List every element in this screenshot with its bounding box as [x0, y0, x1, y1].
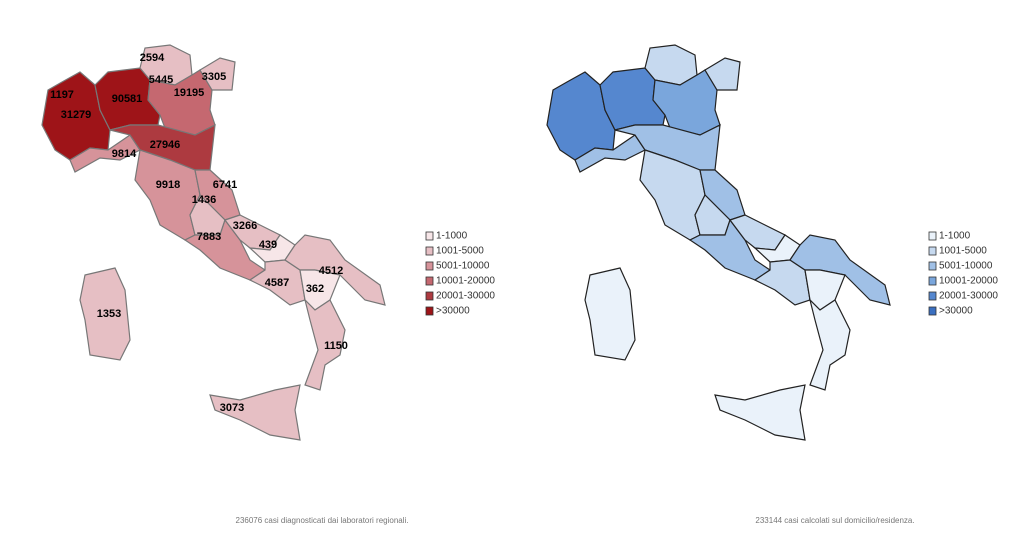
region-label: 2594 — [140, 52, 165, 64]
region — [183, 218, 267, 281]
legend-label: 20001-30000 — [939, 291, 998, 302]
region — [704, 57, 741, 91]
region — [147, 69, 216, 136]
legend-label: >30000 — [939, 306, 973, 317]
region-label: 9814 — [112, 148, 137, 160]
left-map — [41, 44, 386, 441]
legend-swatch — [425, 276, 434, 286]
legend-label: 1-1000 — [939, 231, 971, 242]
region — [584, 267, 636, 361]
region-label: 9918 — [156, 179, 180, 191]
legend-swatch — [928, 261, 937, 271]
region-label: 439 — [259, 239, 277, 251]
region-label: 3266 — [233, 220, 257, 232]
region — [688, 218, 772, 281]
region-label: 4512 — [319, 265, 343, 277]
right-map — [546, 44, 891, 441]
legend-swatch — [425, 261, 434, 271]
legend-label: 5001-10000 — [436, 261, 490, 272]
legend-label: >30000 — [436, 306, 470, 317]
region — [303, 298, 346, 391]
legend-swatch — [425, 246, 434, 256]
legend-swatch — [928, 276, 937, 286]
region-label: 19195 — [174, 87, 205, 99]
region-label: 3305 — [202, 71, 226, 83]
region — [652, 69, 721, 136]
region — [714, 384, 806, 441]
legend-swatch — [928, 246, 937, 256]
legend-swatch — [425, 231, 434, 241]
region-label: 31279 — [61, 109, 92, 121]
legend-label: 1-1000 — [436, 231, 468, 242]
region-label: 1197 — [50, 89, 74, 101]
region — [41, 71, 111, 161]
legend-label: 20001-30000 — [436, 291, 495, 302]
region-label: 3073 — [220, 402, 244, 414]
caption: 233144 casi calcolati sul domicilio/resi… — [755, 516, 914, 525]
region-labels: 2594 5445 3305 1197 90581 19195 31279 27946 9814… — [50, 52, 348, 414]
region — [808, 298, 851, 391]
region — [546, 71, 616, 161]
region-label: 90581 — [112, 93, 143, 105]
legend-swatch — [928, 291, 937, 301]
region-label: 362 — [306, 283, 324, 295]
legend-label: 1001-5000 — [939, 246, 987, 257]
region-label: 1150 — [324, 340, 348, 352]
region-label: 1436 — [192, 194, 216, 206]
region-label: 7883 — [197, 231, 221, 243]
legends: 1-1000 1001-5000 5001-10000 10001-20000 2000… — [425, 231, 998, 317]
region-label: 1353 — [97, 308, 121, 320]
legend-label: 5001-10000 — [939, 261, 993, 272]
region-label: 5445 — [149, 74, 173, 86]
legend-label: 10001-20000 — [436, 276, 495, 287]
legend-label: 1001-5000 — [436, 246, 484, 257]
region-label: 4587 — [265, 277, 289, 289]
region — [79, 267, 131, 361]
legend-label: 10001-20000 — [939, 276, 998, 287]
legend-swatch — [928, 231, 937, 241]
region-label: 27946 — [150, 139, 181, 151]
region-label: 6741 — [213, 179, 237, 191]
legend-swatch — [928, 306, 937, 316]
legend-swatch — [425, 306, 434, 316]
region — [209, 384, 301, 441]
caption: 236076 casi diagnosticati dai laboratori… — [236, 516, 409, 525]
region — [199, 57, 236, 91]
legend-swatch — [425, 291, 434, 301]
